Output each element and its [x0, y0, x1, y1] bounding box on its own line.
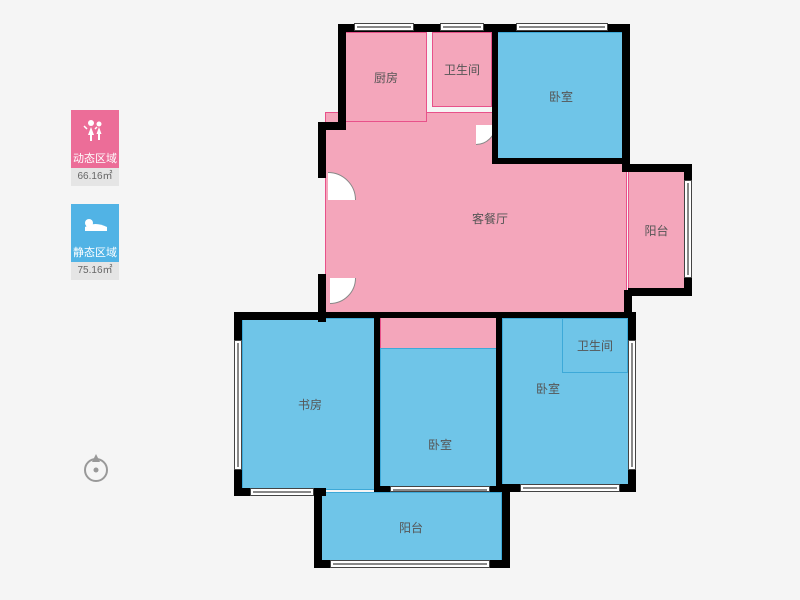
room-balcony-s: 阳台	[320, 492, 502, 562]
window	[440, 23, 484, 31]
legend-panel: 动态区域 66.16㎡ 静态区域 75.16㎡	[66, 110, 124, 298]
label-bedroom-se: 卧室	[528, 380, 568, 396]
room-balcony-e: 阳台	[628, 170, 685, 290]
wall	[492, 158, 628, 164]
window	[390, 486, 490, 492]
room-bath1: 卫生间	[432, 32, 492, 107]
wall	[628, 288, 692, 296]
sleep-icon	[71, 204, 119, 244]
window	[330, 560, 490, 568]
wall	[622, 24, 630, 172]
wall	[374, 312, 380, 492]
people-icon	[71, 110, 119, 150]
label-bath1: 卫生间	[444, 61, 480, 78]
wall	[502, 488, 510, 568]
room-living-ext	[380, 315, 500, 351]
window	[250, 488, 314, 496]
legend-static-label: 静态区域	[71, 244, 119, 262]
label-living: 客餐厅	[460, 210, 520, 226]
window	[684, 180, 692, 278]
legend-static-value: 75.16㎡	[71, 262, 119, 280]
window	[520, 484, 620, 492]
wall	[318, 122, 326, 178]
label-balcony-s: 阳台	[399, 519, 423, 536]
label-study: 书房	[298, 396, 322, 413]
wall	[338, 24, 346, 130]
wall	[314, 488, 322, 568]
label-kitchen: 厨房	[374, 69, 398, 86]
window	[234, 340, 242, 470]
room-bedroom-s: 卧室	[380, 348, 500, 490]
label-bedroom-s: 卧室	[428, 436, 452, 453]
wall	[492, 24, 498, 164]
wall	[496, 312, 502, 492]
floorplan: 客餐厅 厨房 卫生间 卧室 阳台 卧室 卫生间 卧室 书房 阳台	[230, 20, 700, 578]
wall	[318, 312, 634, 318]
label-bath2: 卫生间	[577, 337, 613, 354]
wall	[624, 164, 692, 172]
legend-dynamic-value: 66.16㎡	[71, 168, 119, 186]
legend-static: 静态区域 75.16㎡	[71, 204, 119, 280]
window	[628, 340, 636, 470]
room-study: 书房	[242, 318, 378, 490]
window	[516, 23, 608, 31]
room-bath2: 卫生间	[562, 318, 628, 373]
compass-icon	[80, 452, 112, 484]
room-kitchen: 厨房	[345, 32, 427, 122]
label-bedroom-ne: 卧室	[549, 88, 573, 105]
window	[354, 23, 414, 31]
label-balcony-e: 阳台	[644, 222, 668, 239]
legend-dynamic-label: 动态区域	[71, 150, 119, 168]
room-bedroom-ne: 卧室	[497, 32, 625, 160]
legend-dynamic: 动态区域 66.16㎡	[71, 110, 119, 186]
wall	[234, 312, 326, 320]
